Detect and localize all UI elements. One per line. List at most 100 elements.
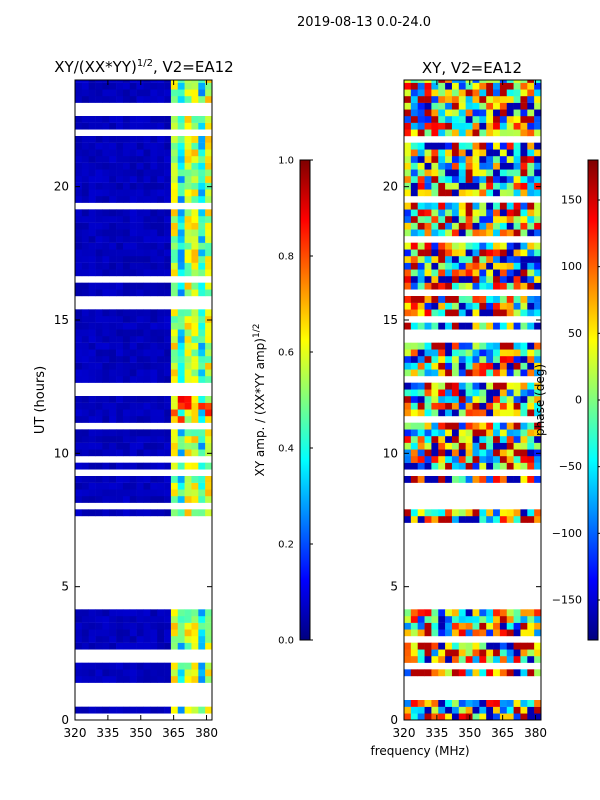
phase-heatmap-cell <box>486 282 494 290</box>
phase-heatmap-cell <box>506 382 514 390</box>
amp-heatmap-cell <box>143 609 151 617</box>
phase-heatmap-cell <box>417 389 425 397</box>
phase-heatmap-cell <box>417 456 425 463</box>
phase-heatmap-cell <box>513 516 521 523</box>
phase-heatmap-cell <box>479 242 487 250</box>
phase-heatmap-cell <box>479 429 487 437</box>
phase-heatmap-cell <box>417 282 425 290</box>
phase-heatmap-cell <box>493 242 501 250</box>
amp-heatmap-cell <box>136 236 144 243</box>
phase-heatmap <box>404 80 542 721</box>
phase-heatmap-cell <box>499 422 508 430</box>
amp-heatmap-cell <box>95 449 103 457</box>
phase-heatmap-cell <box>417 80 425 83</box>
phase-heatmap-cell <box>499 129 508 137</box>
phase-heatmap-cell <box>458 149 466 157</box>
amp-heatmap-cell <box>129 376 137 383</box>
phase-heatmap-cell <box>493 209 501 217</box>
phase-heatmap-cell <box>424 169 432 177</box>
phase-heatmap-cell <box>527 142 535 150</box>
amp-heatmap-cell <box>143 669 151 677</box>
amp-heatmap-cell <box>205 482 213 490</box>
phase-heatmap-cell <box>438 322 446 330</box>
amp-heatmap-cell <box>170 636 179 643</box>
phase-heatmap-cell <box>479 629 487 637</box>
phase-heatmap-cell <box>534 302 542 310</box>
phase-heatmap-cell <box>520 209 528 217</box>
amp-heatmap-cell <box>122 706 131 714</box>
amp-heatmap-cell <box>150 662 158 670</box>
phase-heatmap-cell <box>458 89 466 97</box>
amp-heatmap-cell <box>198 642 206 650</box>
phase-heatmap-cell <box>431 309 439 317</box>
phase-heatmap-cell <box>513 216 521 223</box>
amp-heatmap-cell <box>75 342 83 350</box>
amp-heatmap-cell <box>136 462 144 470</box>
phase-heatmap-cell <box>506 649 514 657</box>
phase-heatmap-cell <box>410 96 418 103</box>
colorbar-tick-label: 0.2 <box>278 540 294 551</box>
phase-heatmap-cell <box>527 422 535 430</box>
phase-heatmap-cell <box>479 396 487 403</box>
phase-heatmap-cell <box>431 249 439 257</box>
phase-heatmap-cell <box>431 389 439 397</box>
phase-heatmap-cell <box>424 362 432 370</box>
phase-heatmap-cell <box>513 700 521 707</box>
phase-heatmap-cell <box>410 449 418 457</box>
phase-heatmap-cell <box>520 629 528 637</box>
amp-heatmap-cell <box>136 629 144 637</box>
amp-heatmap-cell <box>143 182 151 190</box>
amp-heatmap-cell <box>177 209 185 217</box>
amp-heatmap-cell <box>129 676 137 683</box>
amp-heatmap-cell <box>164 706 172 714</box>
phase-heatmap-cell <box>438 80 446 83</box>
amp-heatmap-cell <box>184 509 192 517</box>
amp-heatmap-cell <box>170 642 179 650</box>
phase-heatmap-cell <box>431 80 439 83</box>
phase-heatmap-cell <box>513 409 521 417</box>
amp-heatmap-cell <box>177 509 185 517</box>
phase-heatmap-cell <box>438 389 446 397</box>
phase-heatmap-cell <box>513 429 521 437</box>
phase-heatmap-cell <box>493 349 501 357</box>
phase-heatmap-cell <box>493 382 501 390</box>
phase-heatmap-cell <box>472 162 480 170</box>
amp-heatmap-cell <box>116 242 124 250</box>
amp-heatmap-cell <box>164 436 172 443</box>
amp-heatmap-cell <box>122 636 131 643</box>
phase-heatmap-cell <box>410 296 418 303</box>
phase-heatmap-cell <box>534 162 542 170</box>
phase-heatmap-cell <box>520 302 528 310</box>
phase-heatmap-cell <box>499 142 508 150</box>
amp-heatmap-cell <box>81 336 89 343</box>
phase-heatmap-cell <box>513 129 521 137</box>
amp-heatmap-cell <box>122 189 131 197</box>
phase-heatmap-cell <box>431 89 439 97</box>
phase-heatmap-cell <box>438 182 446 190</box>
amp-heatmap-cell <box>205 449 213 457</box>
amp-heatmap-cell <box>116 116 124 123</box>
amp-heatmap-cell <box>129 182 137 190</box>
phase-heatmap-cell <box>534 249 542 257</box>
phase-heatmap-cell <box>534 209 542 217</box>
amp-heatmap-cell <box>191 642 199 650</box>
phase-heatmap-cell <box>410 476 418 483</box>
phase-heatmap-cell <box>438 282 446 290</box>
amp-heatmap-cell <box>170 80 179 83</box>
amp-heatmap-cell <box>157 462 165 470</box>
amp-heatmap-cell <box>170 256 179 263</box>
phase-heatmap-cell <box>513 89 521 97</box>
amp-heatmap-cell <box>129 262 137 270</box>
phase-heatmap-cell <box>410 422 418 430</box>
phase-heatmap-cell <box>486 302 494 310</box>
amp-heatmap-cell <box>122 142 131 150</box>
amp-heatmap-cell <box>184 416 192 423</box>
phase-heatmap-cell <box>451 713 460 721</box>
amp-heatmap-cell <box>75 642 83 650</box>
amp-heatmap-cell <box>164 116 172 123</box>
phase-heatmap-cell <box>458 616 466 623</box>
phase-heatmap-cell <box>410 516 418 523</box>
amp-heatmap-cell <box>81 189 89 197</box>
phase-heatmap-cell <box>493 516 501 523</box>
phase-heatmap-cell <box>451 442 460 450</box>
